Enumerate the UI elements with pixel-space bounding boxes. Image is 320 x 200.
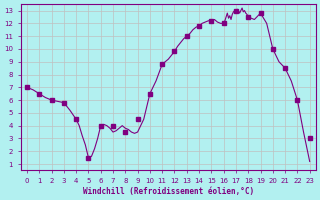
X-axis label: Windchill (Refroidissement éolien,°C): Windchill (Refroidissement éolien,°C) [83,187,254,196]
